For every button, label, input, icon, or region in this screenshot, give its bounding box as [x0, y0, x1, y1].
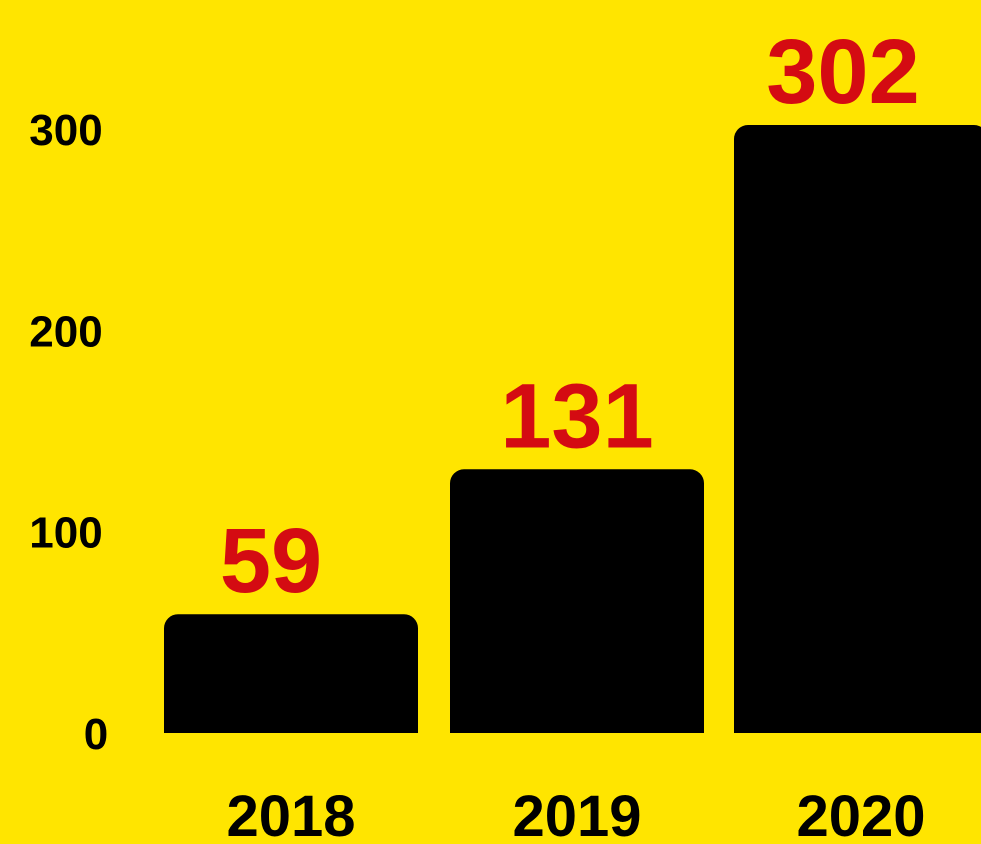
bar-2020 [734, 125, 981, 733]
x-tick-label-2018: 2018 [226, 784, 355, 844]
bar-2018 [164, 614, 418, 733]
y-axis-ticks: 0 100 200 300 [29, 106, 108, 759]
bar-2019 [450, 469, 704, 733]
y-tick-label-100: 100 [29, 509, 102, 558]
bar-base-2018 [164, 717, 418, 733]
bar-base-2020 [734, 717, 981, 733]
y-tick-label-0: 0 [84, 710, 108, 759]
data-labels: 59 131 302 [220, 21, 920, 612]
data-label-2019: 131 [500, 365, 654, 467]
x-axis-ticks: 2018 2019 2020 [226, 784, 925, 844]
x-tick-label-2020: 2020 [796, 784, 925, 844]
data-label-2018: 59 [220, 510, 322, 612]
bars [164, 125, 981, 733]
y-tick-label-200: 200 [29, 307, 102, 356]
data-label-2020: 302 [766, 21, 920, 123]
x-tick-label-2019: 2019 [512, 784, 641, 844]
y-tick-label-300: 300 [29, 106, 102, 155]
bar-base-2019 [450, 717, 704, 733]
